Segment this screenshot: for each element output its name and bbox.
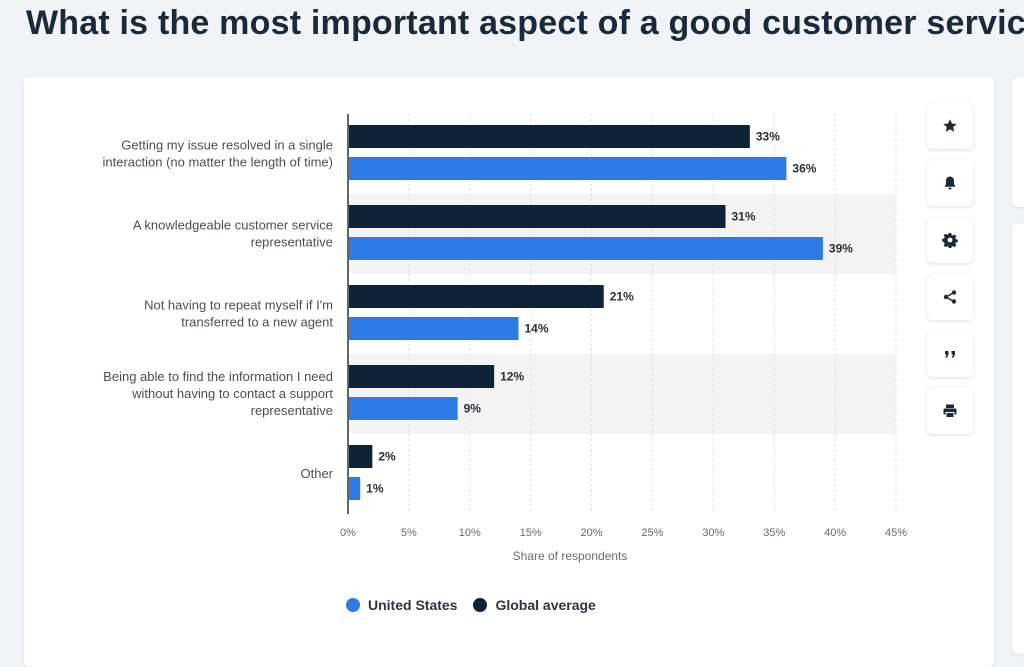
favorite-button[interactable]: [927, 103, 973, 149]
page-title: What is the most important aspect of a g…: [26, 4, 1024, 42]
chart-legend: United States Global average: [346, 597, 596, 613]
print-button[interactable]: [927, 388, 973, 434]
bar-global-average: [349, 125, 750, 148]
x-tick-label: 15%: [520, 527, 542, 539]
x-tick-label: 40%: [824, 527, 846, 539]
data-label-global-average: 12%: [500, 370, 524, 384]
legend-item-united-states[interactable]: United States: [346, 597, 457, 613]
category-label: A knowledgeable customer service represen…: [133, 218, 333, 250]
notification-button[interactable]: [927, 160, 973, 206]
data-label-united-states: 39%: [829, 242, 853, 256]
bar-global-average: [349, 365, 495, 388]
x-tick-label: 0%: [340, 527, 356, 539]
x-tick-label: 5%: [401, 527, 417, 539]
chart-toolbar: [927, 103, 973, 434]
bar-global-average: [349, 205, 726, 228]
data-label-global-average: 33%: [756, 130, 780, 144]
bar-united-states: [349, 317, 519, 340]
data-label-united-states: 1%: [366, 482, 384, 496]
settings-button[interactable]: [927, 217, 973, 263]
x-tick-label: 30%: [702, 527, 724, 539]
share-button[interactable]: [927, 274, 973, 320]
data-label-global-average: 21%: [610, 290, 634, 304]
bar-united-states: [349, 397, 458, 420]
data-label-united-states: 36%: [792, 162, 816, 176]
legend-label-united-states: United States: [368, 597, 458, 613]
side-panel: [1012, 77, 1024, 207]
star-icon: [943, 119, 957, 132]
x-tick-label: 25%: [641, 527, 663, 539]
share-icon: [943, 290, 957, 304]
print-icon: [943, 404, 957, 418]
category-label: Getting my issue resolved in a single int…: [102, 138, 333, 170]
data-label-united-states: 14%: [524, 322, 548, 336]
x-tick-label: 45%: [885, 527, 907, 539]
category-label: Other: [300, 466, 333, 481]
x-axis-title: Share of respondents: [513, 549, 628, 563]
x-tick-label: 20%: [581, 527, 603, 539]
side-panel-secondary: [1012, 224, 1024, 654]
legend-marker-united-states: [346, 598, 360, 612]
bar-global-average: [349, 445, 373, 468]
cite-button[interactable]: [927, 331, 973, 377]
legend-marker-global-average: [473, 598, 488, 612]
category-label: Not having to repeat myself if I'm transf…: [144, 298, 333, 330]
bar-united-states: [349, 477, 361, 500]
gear-icon: [942, 233, 958, 248]
bell-icon: [944, 176, 956, 190]
data-label-global-average: 31%: [732, 210, 756, 224]
data-label-united-states: 9%: [464, 402, 482, 416]
bar-united-states: [349, 237, 823, 260]
legend-label-global-average: Global average: [495, 597, 596, 613]
bar-global-average: [349, 285, 604, 308]
bar-chart: 33% 36% Getting my issue resolved in a sin…: [102, 114, 907, 563]
category-label: Being able to find the information I nee…: [103, 369, 333, 418]
quote-icon: [945, 351, 955, 358]
legend-item-global-average[interactable]: Global average: [473, 597, 596, 613]
data-label-global-average: 2%: [378, 450, 396, 464]
x-tick-label: 35%: [763, 527, 785, 539]
bar-united-states: [349, 157, 787, 180]
x-tick-label: 10%: [459, 527, 481, 539]
